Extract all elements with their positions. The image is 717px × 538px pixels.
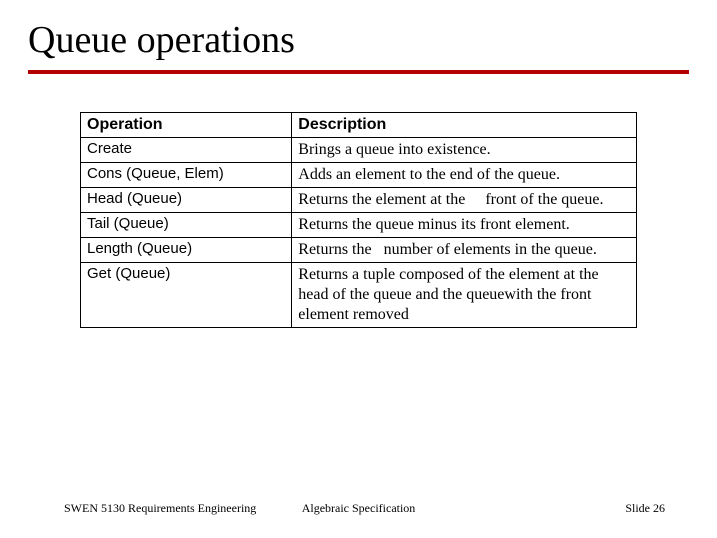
cell-op: Create — [81, 138, 292, 163]
title-rule — [28, 70, 689, 74]
table-row: Tail (Queue) Returns the queue minus its… — [81, 213, 637, 238]
table-row: Head (Queue) Returns the element at the … — [81, 188, 637, 213]
table-row: Get (Queue) Returns a tuple composed of … — [81, 263, 637, 328]
col-header-description: Description — [292, 113, 637, 138]
cell-desc: Brings a queue into existence. — [292, 138, 637, 163]
cell-desc: Returns a tuple composed of the element … — [292, 263, 637, 328]
table-row: Create Brings a queue into existence. — [81, 138, 637, 163]
operations-table-wrap: Operation Description Create Brings a qu… — [28, 112, 689, 328]
table-row: Cons (Queue, Elem) Adds an element to th… — [81, 163, 637, 188]
slide-title: Queue operations — [28, 18, 689, 68]
operations-table: Operation Description Create Brings a qu… — [80, 112, 637, 328]
footer-center: Algebraic Specification — [302, 501, 416, 516]
footer-left: SWEN 5130 Requirements Engineering — [64, 501, 256, 516]
cell-desc: Returns the element at the front of the … — [292, 188, 637, 213]
footer-right: Slide 26 — [625, 501, 665, 516]
cell-op: Tail (Queue) — [81, 213, 292, 238]
col-header-operation: Operation — [81, 113, 292, 138]
cell-op: Cons (Queue, Elem) — [81, 163, 292, 188]
cell-op: Get (Queue) — [81, 263, 292, 328]
table-header-row: Operation Description — [81, 113, 637, 138]
cell-desc: Returns the number of elements in the qu… — [292, 238, 637, 263]
table-row: Length (Queue) Returns the number of ele… — [81, 238, 637, 263]
cell-desc: Returns the queue minus its front elemen… — [292, 213, 637, 238]
slide-footer: SWEN 5130 Requirements Engineering Algeb… — [0, 501, 717, 516]
cell-op: Head (Queue) — [81, 188, 292, 213]
cell-desc: Adds an element to the end of the queue. — [292, 163, 637, 188]
cell-op: Length (Queue) — [81, 238, 292, 263]
